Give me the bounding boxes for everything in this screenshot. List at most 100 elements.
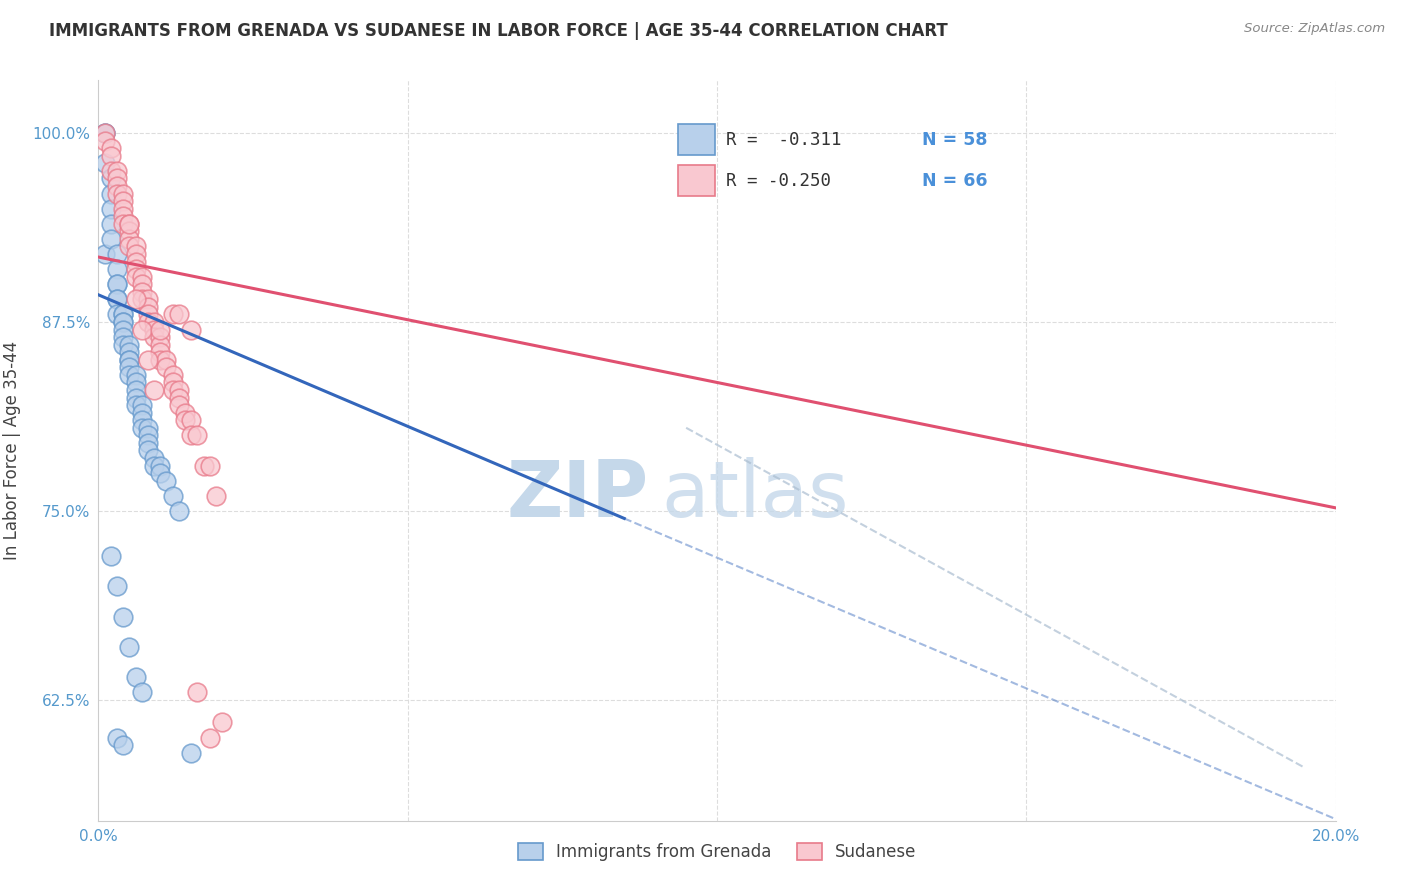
Point: [112, 209, 135, 223]
Point: [105, 179, 128, 194]
Point: [131, 421, 153, 435]
Point: [124, 376, 146, 390]
Point: [205, 489, 228, 503]
Point: [100, 149, 122, 163]
Point: [112, 738, 135, 752]
Point: [136, 293, 159, 307]
Point: [100, 549, 122, 564]
Point: [118, 224, 141, 238]
Point: [124, 670, 146, 684]
Point: [198, 458, 221, 473]
Point: [112, 202, 135, 216]
Point: [93, 247, 115, 261]
Point: [124, 239, 146, 253]
Point: [167, 398, 190, 412]
Point: [180, 428, 202, 442]
Text: Source: ZipAtlas.com: Source: ZipAtlas.com: [1244, 22, 1385, 36]
Point: [162, 383, 184, 397]
Point: [186, 428, 208, 442]
Point: [136, 352, 159, 367]
Point: [136, 300, 159, 314]
Point: [100, 141, 122, 155]
Bar: [678, 165, 716, 196]
Point: [136, 443, 159, 458]
Point: [100, 186, 122, 201]
Point: [131, 269, 153, 284]
Point: [112, 194, 135, 209]
Point: [143, 322, 166, 336]
Point: [162, 489, 184, 503]
Point: [149, 330, 172, 344]
Point: [118, 345, 141, 359]
Point: [124, 262, 146, 277]
Point: [143, 450, 166, 465]
Point: [149, 458, 172, 473]
Text: atlas: atlas: [661, 457, 849, 533]
Point: [180, 746, 202, 760]
Point: [136, 428, 159, 442]
Point: [180, 322, 202, 336]
Point: [174, 413, 197, 427]
Point: [124, 391, 146, 405]
Point: [211, 715, 233, 730]
Point: [131, 406, 153, 420]
Point: [118, 368, 141, 382]
Point: [118, 360, 141, 375]
Point: [167, 308, 190, 322]
Bar: [678, 124, 716, 155]
Point: [124, 398, 146, 412]
Point: [198, 731, 221, 745]
Point: [93, 126, 115, 140]
Point: [167, 391, 190, 405]
Text: N = 66: N = 66: [921, 172, 987, 190]
Point: [112, 308, 135, 322]
Point: [105, 277, 128, 292]
Text: N = 58: N = 58: [921, 130, 987, 149]
Point: [143, 330, 166, 344]
Point: [112, 315, 135, 329]
Point: [105, 186, 128, 201]
Point: [131, 685, 153, 699]
Point: [149, 345, 172, 359]
Point: [93, 126, 115, 140]
Point: [118, 640, 141, 654]
Point: [112, 308, 135, 322]
Point: [124, 247, 146, 261]
Point: [118, 352, 141, 367]
Point: [105, 277, 128, 292]
Point: [105, 262, 128, 277]
Point: [118, 217, 141, 231]
Point: [124, 293, 146, 307]
Point: [167, 383, 190, 397]
Point: [118, 239, 141, 253]
Point: [112, 315, 135, 329]
Point: [174, 406, 197, 420]
Point: [143, 315, 166, 329]
Point: [112, 322, 135, 336]
Point: [112, 186, 135, 201]
Point: [100, 232, 122, 246]
Point: [131, 413, 153, 427]
Point: [186, 685, 208, 699]
Point: [162, 368, 184, 382]
Point: [155, 352, 177, 367]
Text: R =  -0.311: R = -0.311: [725, 130, 841, 149]
Point: [131, 322, 153, 336]
Point: [143, 458, 166, 473]
Point: [105, 171, 128, 186]
Point: [180, 413, 202, 427]
Point: [124, 254, 146, 268]
Y-axis label: In Labor Force | Age 35-44: In Labor Force | Age 35-44: [3, 341, 21, 560]
Point: [112, 337, 135, 351]
Point: [93, 126, 115, 140]
Point: [149, 466, 172, 480]
Point: [155, 360, 177, 375]
Point: [100, 171, 122, 186]
Point: [162, 376, 184, 390]
Point: [118, 337, 141, 351]
Point: [105, 731, 128, 745]
Point: [118, 217, 141, 231]
Point: [136, 436, 159, 450]
Text: IMMIGRANTS FROM GRENADA VS SUDANESE IN LABOR FORCE | AGE 35-44 CORRELATION CHART: IMMIGRANTS FROM GRENADA VS SUDANESE IN L…: [49, 22, 948, 40]
Point: [112, 609, 135, 624]
